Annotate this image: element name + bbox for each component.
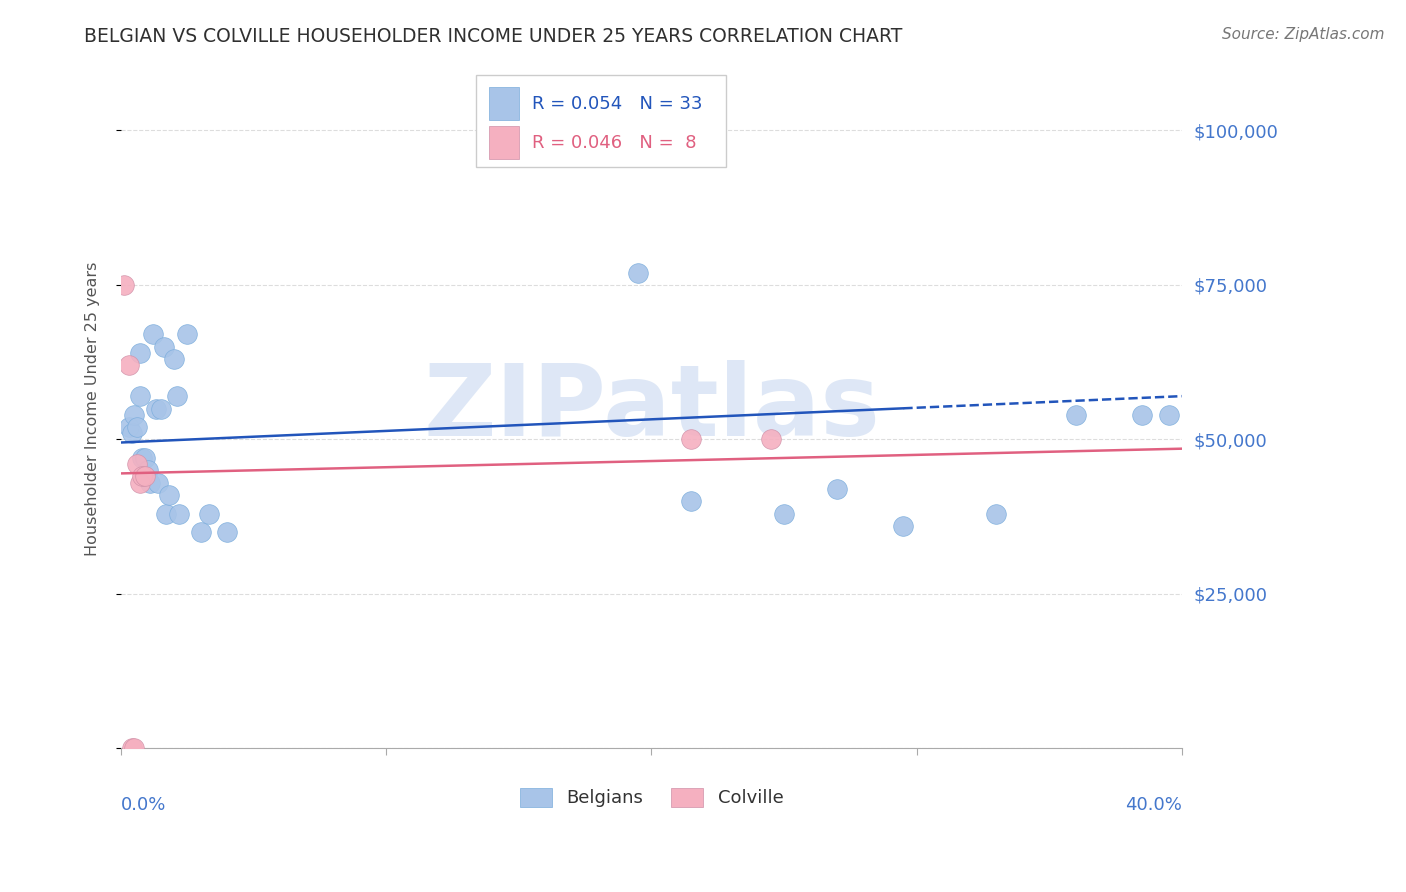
Point <box>128 475 150 490</box>
Point <box>163 352 186 367</box>
Point <box>681 433 703 447</box>
Point <box>121 426 143 441</box>
Legend: Belgians, Colville: Belgians, Colville <box>520 789 783 807</box>
Point <box>131 469 153 483</box>
Point <box>134 469 156 483</box>
Point <box>128 346 150 360</box>
Point <box>121 741 143 756</box>
Point <box>124 741 146 756</box>
Point <box>118 420 141 434</box>
Bar <box>489 127 519 159</box>
Text: 0.0%: 0.0% <box>121 796 166 814</box>
Point <box>1157 408 1180 422</box>
Point <box>149 401 172 416</box>
Point <box>125 420 148 434</box>
Point <box>176 327 198 342</box>
Point <box>118 358 141 372</box>
Point <box>759 433 782 447</box>
Y-axis label: Householder Income Under 25 years: Householder Income Under 25 years <box>86 261 100 556</box>
Point <box>169 507 191 521</box>
Point <box>136 463 159 477</box>
Point <box>134 450 156 465</box>
Text: BELGIAN VS COLVILLE HOUSEHOLDER INCOME UNDER 25 YEARS CORRELATION CHART: BELGIAN VS COLVILLE HOUSEHOLDER INCOME U… <box>84 27 903 45</box>
Point <box>1130 408 1153 422</box>
Point <box>125 457 148 471</box>
Point <box>152 340 174 354</box>
Text: Source: ZipAtlas.com: Source: ZipAtlas.com <box>1222 27 1385 42</box>
Point <box>773 507 796 521</box>
Point <box>627 266 650 280</box>
Text: ZIPatlas: ZIPatlas <box>423 360 880 457</box>
Bar <box>489 87 519 120</box>
Point <box>166 389 188 403</box>
Point <box>1064 408 1087 422</box>
Point <box>148 475 170 490</box>
Text: 40.0%: 40.0% <box>1125 796 1182 814</box>
Point <box>124 408 146 422</box>
Point <box>131 450 153 465</box>
Point <box>681 494 703 508</box>
Point <box>145 401 167 416</box>
Point <box>139 475 162 490</box>
Text: R = 0.046   N =  8: R = 0.046 N = 8 <box>531 134 696 152</box>
Point <box>197 507 219 521</box>
Point <box>142 327 165 342</box>
Point <box>217 525 239 540</box>
Point <box>893 519 915 533</box>
Text: R = 0.054   N = 33: R = 0.054 N = 33 <box>531 95 702 113</box>
FancyBboxPatch shape <box>477 75 725 167</box>
Point <box>825 482 848 496</box>
Point <box>112 277 135 292</box>
Point <box>128 389 150 403</box>
Point <box>190 525 212 540</box>
Point <box>157 488 180 502</box>
Point <box>155 507 177 521</box>
Point <box>986 507 1008 521</box>
